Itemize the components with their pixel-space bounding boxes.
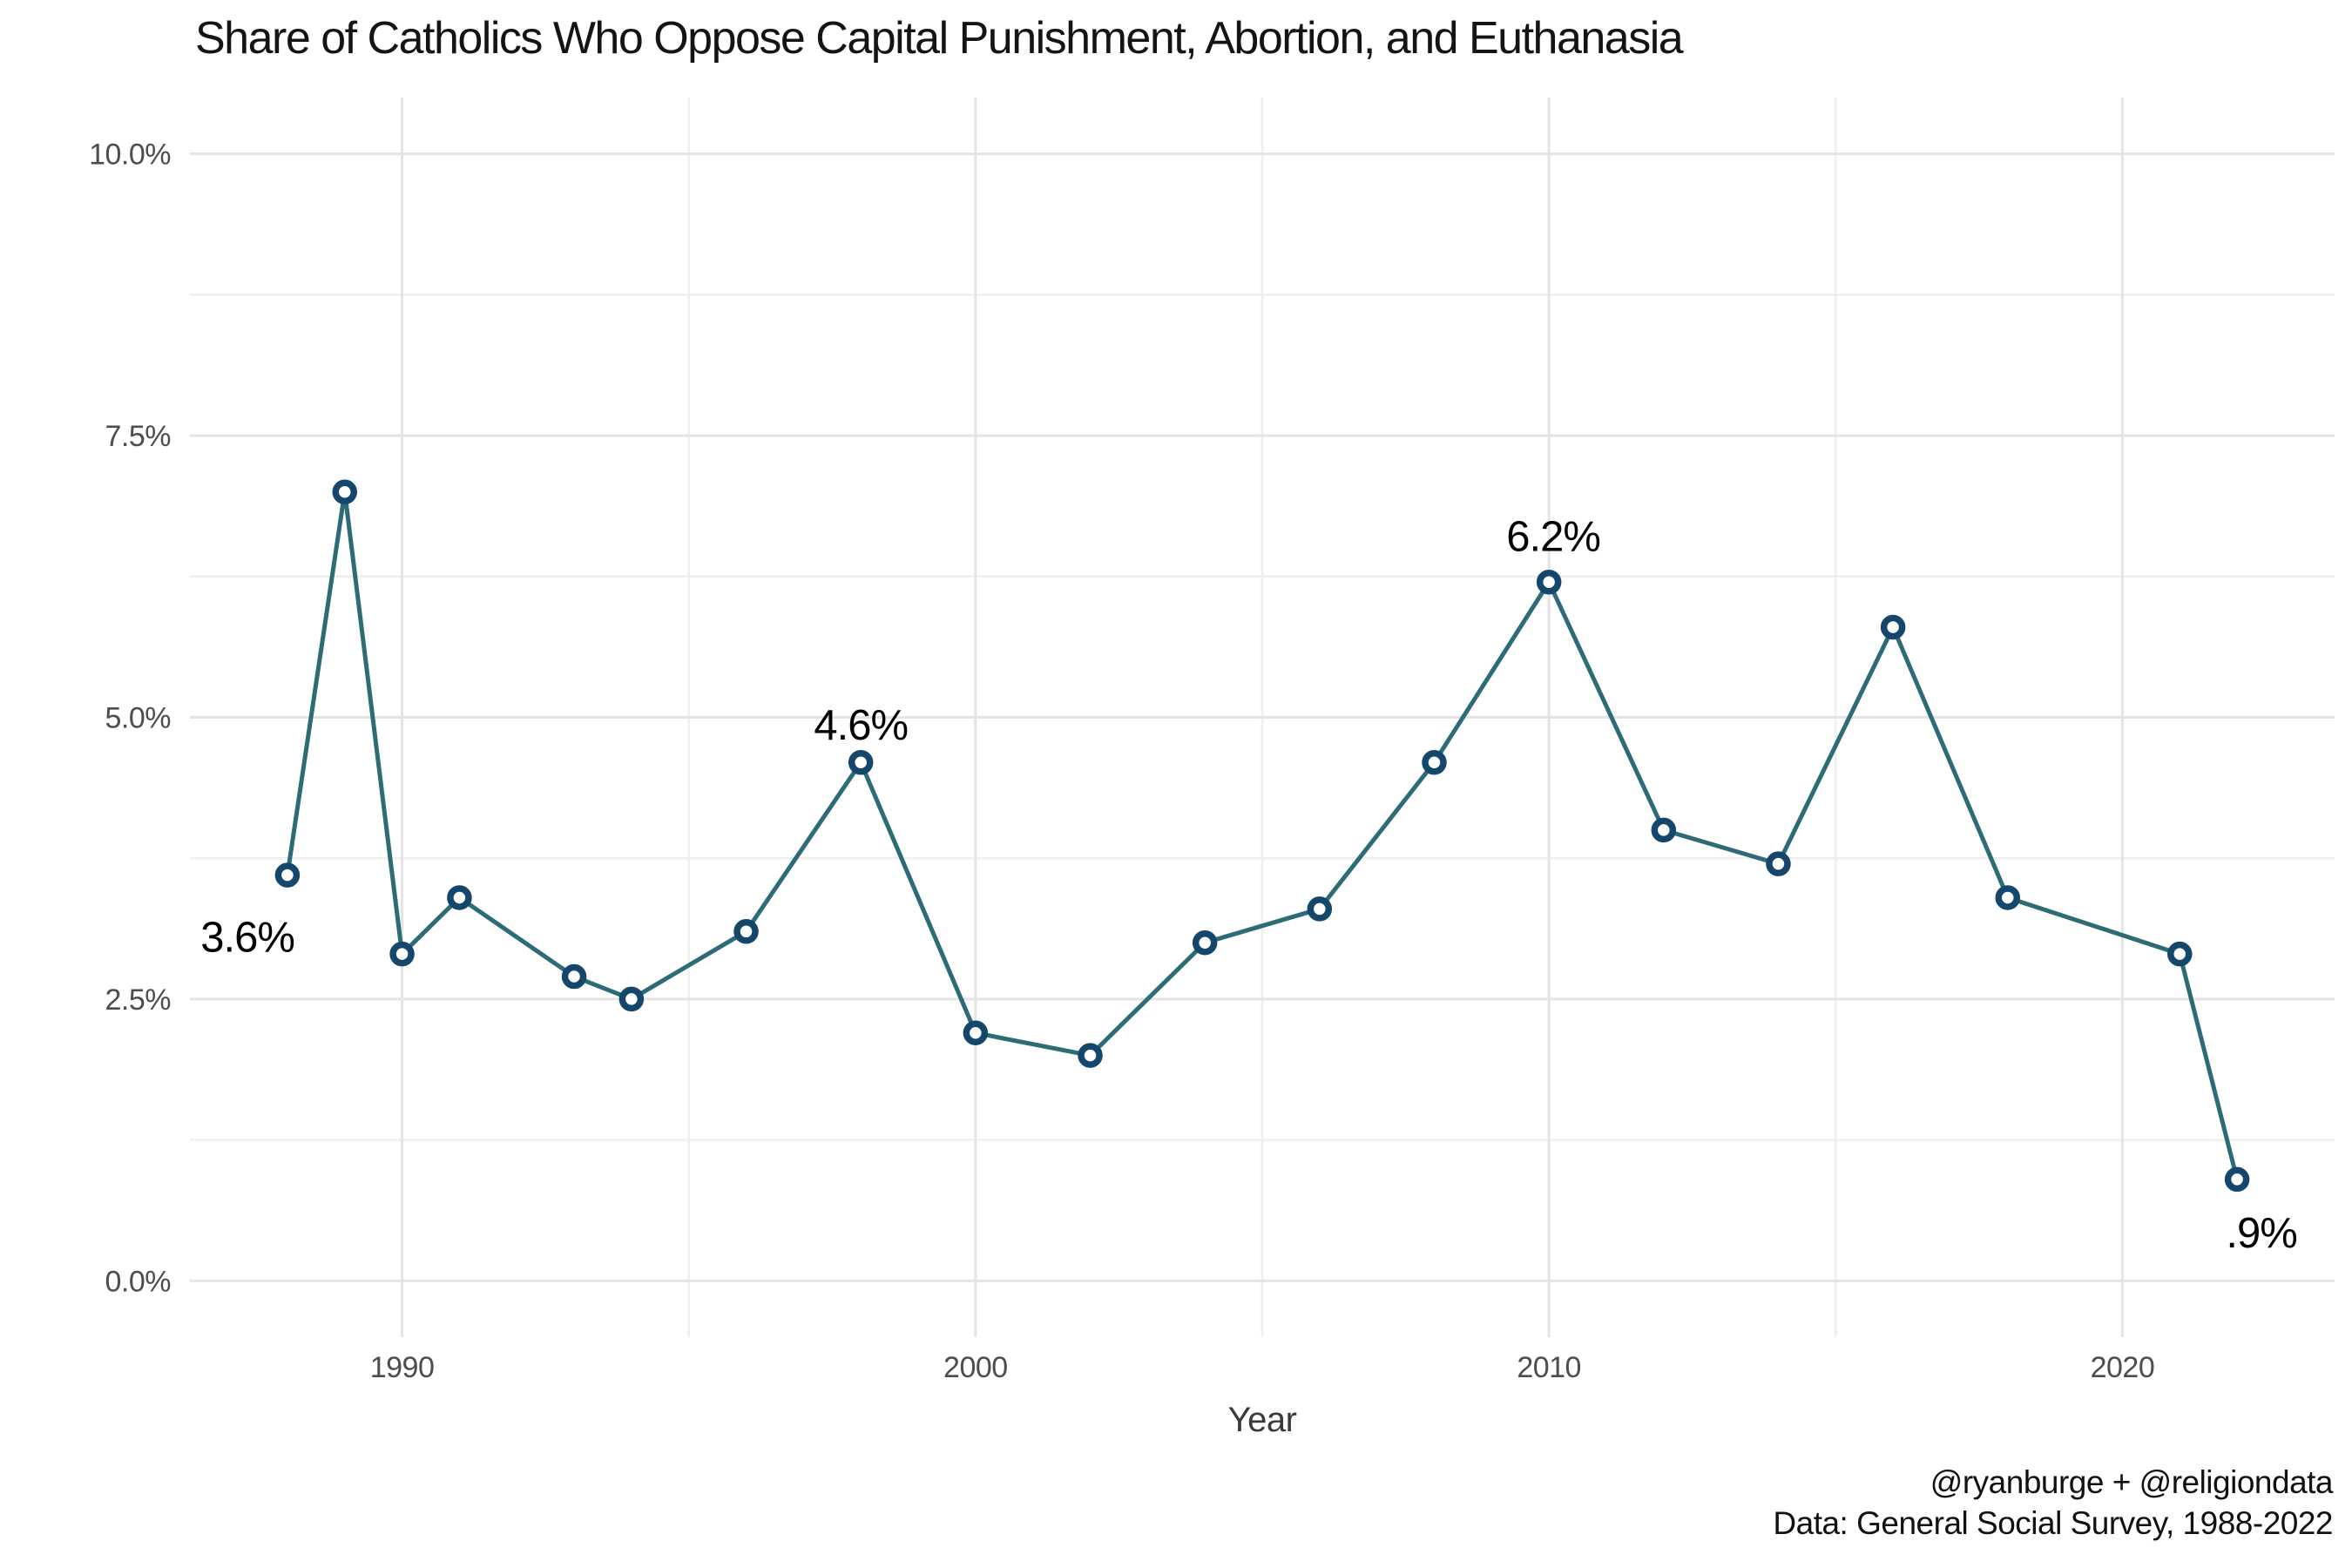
data-point-marker	[963, 1020, 989, 1045]
data-point-marker	[1078, 1043, 1103, 1068]
chart-title: Share of Catholics Who Oppose Capital Pu…	[195, 13, 1684, 64]
data-point-marker	[1192, 929, 1218, 956]
attribution-line-1: @ryanburge + @religiondata	[1930, 1464, 2334, 1500]
data-point-marker	[733, 919, 759, 944]
data-point-marker	[1880, 614, 1906, 640]
point-label: 6.2%	[1506, 513, 1600, 560]
data-point-marker	[1422, 749, 1447, 775]
x-tick-label: 2020	[2091, 1351, 2155, 1384]
y-tick-label: 2.5%	[105, 983, 172, 1017]
data-point-marker	[561, 963, 587, 990]
attribution: @ryanburge + @religiondata Data: General…	[1773, 1462, 2333, 1544]
data-point-marker	[389, 941, 415, 967]
data-point-marker	[1536, 570, 1562, 595]
x-tick-label: 1990	[370, 1351, 435, 1384]
data-point-marker	[447, 885, 472, 910]
y-tick-label: 0.0%	[105, 1265, 172, 1298]
data-point-marker	[1651, 817, 1677, 843]
data-point-marker	[274, 862, 301, 888]
data-point-marker	[618, 986, 645, 1012]
point-label: 3.6%	[200, 915, 294, 962]
x-tick-label: 2010	[1517, 1351, 1581, 1384]
attribution-line-2: Data: General Social Survey, 1988-2022	[1773, 1505, 2333, 1541]
y-tick-label: 7.5%	[105, 420, 172, 453]
point-label: 4.6%	[814, 702, 908, 749]
x-tick-label: 2000	[943, 1351, 1008, 1384]
data-point-marker	[848, 749, 874, 775]
point-label: .9%	[2226, 1210, 2296, 1257]
data-point-marker	[1995, 885, 2021, 910]
y-tick-label: 5.0%	[105, 702, 172, 735]
data-point-marker	[2167, 941, 2193, 967]
data-line	[285, 490, 2240, 1182]
x-axis-title: Year	[1227, 1401, 1297, 1439]
data-point-marker	[2224, 1166, 2250, 1193]
y-tick-label: 10.0%	[89, 139, 171, 172]
data-point-marker	[1307, 896, 1333, 922]
data-point-marker	[1766, 851, 1791, 876]
data-point-marker	[332, 479, 357, 505]
